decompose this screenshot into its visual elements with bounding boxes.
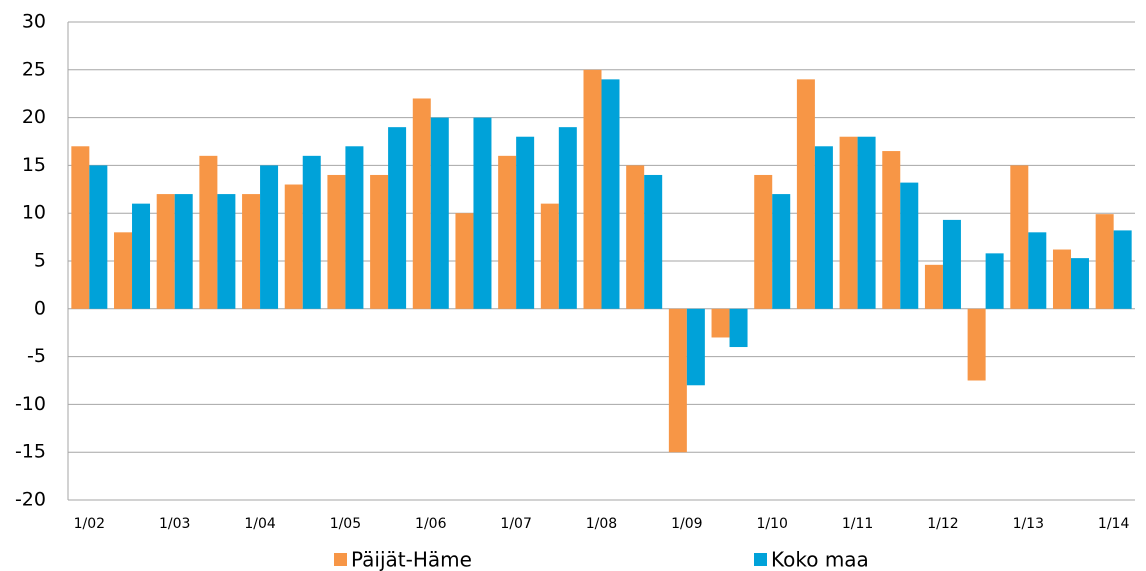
bar [1113, 230, 1132, 309]
bar [686, 308, 705, 386]
bar [985, 253, 1004, 309]
bar [370, 174, 389, 309]
y-tick-label: 0 [34, 297, 46, 319]
bar [942, 219, 961, 309]
bar [644, 174, 663, 309]
bar [1010, 165, 1029, 309]
bar [217, 194, 236, 309]
y-tick-label: 25 [22, 58, 46, 80]
bar [1095, 214, 1114, 309]
legend-label: Päijät-Häme [351, 548, 472, 571]
bar [967, 308, 986, 381]
bar [729, 308, 748, 348]
bar [132, 203, 151, 309]
legend-swatch [334, 553, 347, 566]
bar [857, 136, 876, 309]
y-tick-label: 5 [34, 250, 46, 272]
x-tick-label: 1/06 [415, 516, 447, 532]
bar [260, 165, 279, 309]
bar [430, 117, 449, 309]
bar [754, 174, 773, 309]
x-tick-label: 1/05 [330, 516, 361, 532]
bar [412, 98, 431, 309]
bar [89, 165, 108, 309]
y-tick-label: -10 [15, 393, 46, 415]
x-tick-label: 1/12 [927, 516, 958, 532]
bar [345, 146, 364, 309]
x-tick-label: 1/03 [159, 516, 190, 532]
bar [668, 308, 687, 453]
y-tick-label: 15 [22, 154, 46, 176]
bar [558, 127, 577, 309]
bar [156, 194, 175, 309]
bar [71, 146, 90, 309]
bar [900, 182, 919, 309]
bar [839, 136, 858, 309]
bar [711, 308, 730, 338]
bar [796, 79, 815, 309]
x-tick-label: 1/11 [842, 516, 873, 532]
bar [924, 264, 943, 309]
y-tick-label: 10 [22, 202, 46, 224]
bar [1052, 249, 1071, 309]
bar [583, 69, 602, 309]
bar [1028, 232, 1047, 309]
bar [772, 194, 791, 309]
bar [626, 165, 645, 309]
y-tick-label: 20 [22, 106, 46, 128]
legend-swatch [754, 553, 767, 566]
bar [284, 184, 303, 309]
bar [388, 127, 407, 309]
bar [174, 194, 193, 309]
bar [540, 203, 559, 309]
bar [199, 155, 218, 309]
bar [302, 155, 321, 309]
bar [455, 213, 474, 309]
bar [814, 146, 833, 309]
bar [473, 117, 492, 309]
x-tick-label: 1/10 [756, 516, 787, 532]
bar [498, 155, 517, 309]
bar [516, 136, 535, 309]
bar [114, 232, 133, 309]
x-tick-label: 1/09 [671, 516, 702, 532]
bar [242, 194, 261, 309]
y-tick-label: -20 [15, 489, 46, 511]
legend-label: Koko maa [771, 548, 869, 571]
bar [327, 174, 346, 309]
x-tick-label: 1/02 [74, 516, 105, 532]
bar [601, 79, 620, 309]
y-tick-label: -5 [27, 345, 46, 367]
bar [882, 151, 901, 309]
x-tick-label: 1/08 [586, 516, 617, 532]
x-tick-label: 1/04 [244, 516, 276, 532]
y-tick-label: 30 [22, 11, 46, 33]
x-tick-label: 1/13 [1013, 516, 1044, 532]
x-tick-label: 1/07 [500, 516, 531, 532]
y-tick-label: -15 [15, 441, 46, 463]
bar [1070, 258, 1089, 309]
x-tick-label: 1/14 [1098, 516, 1130, 532]
